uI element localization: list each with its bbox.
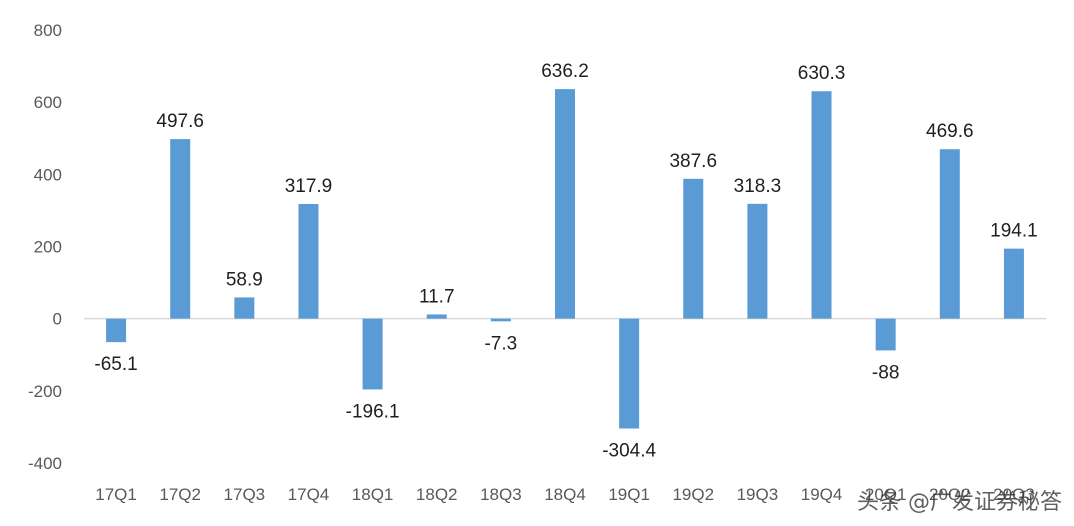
data-label: 317.9 (285, 176, 333, 197)
x-tick-label: 18Q3 (480, 485, 522, 504)
x-tick-label: 19Q1 (608, 485, 650, 504)
data-label: 636.2 (541, 61, 589, 82)
data-label: 630.3 (798, 63, 846, 84)
data-label: 194.1 (990, 221, 1038, 242)
y-tick-label: 600 (34, 93, 62, 112)
x-tick-label: 17Q3 (224, 485, 266, 504)
data-label: 387.6 (669, 151, 717, 172)
x-tick-label: 19Q4 (801, 485, 843, 504)
data-label: -304.4 (602, 441, 656, 462)
data-label: 11.7 (419, 286, 455, 307)
data-labels: -65.1 497.6 58.9 317.9 -196.1 11.7 -7.3 636.2 -3… (94, 61, 1037, 461)
y-tick-label: -400 (28, 454, 62, 473)
bar (106, 318, 127, 343)
bar (619, 318, 640, 429)
x-tick-label: 20Q3 (993, 485, 1035, 504)
bar (555, 89, 575, 319)
watermark: 头条 @广发证券秘答 (857, 490, 1062, 515)
y-tick-label: -200 (28, 382, 62, 401)
y-axis: 800 600 400 200 0 -200 -400 (28, 21, 62, 473)
x-tick-label: 20Q1 (865, 485, 907, 504)
bar (1003, 248, 1024, 319)
data-label: -196.1 (346, 401, 400, 422)
data-label: 469.6 (926, 121, 974, 142)
x-tick-label: 18Q4 (544, 485, 586, 504)
x-axis: 17Q1 17Q2 17Q3 17Q4 18Q1 18Q2 18Q3 18Q4 19Q1 19Q2… (95, 485, 1034, 504)
data-label: -7.3 (484, 333, 517, 354)
data-label: 318.3 (734, 176, 782, 197)
bar (683, 178, 704, 319)
bar (939, 149, 960, 319)
x-tick-label: 20Q2 (929, 485, 971, 504)
bar (811, 91, 832, 319)
y-tick-label: 200 (34, 238, 62, 257)
x-tick-label: 17Q4 (288, 485, 330, 504)
x-tick-label: 18Q2 (416, 485, 458, 504)
data-label: 497.6 (156, 111, 204, 132)
y-tick-label: 800 (34, 21, 62, 40)
bar (298, 203, 319, 319)
bar (875, 318, 896, 351)
bar (747, 203, 768, 319)
x-tick-label: 19Q3 (737, 485, 779, 504)
y-tick-label: 0 (53, 310, 62, 329)
data-label: 58.9 (226, 269, 263, 290)
x-tick-label: 19Q2 (672, 485, 714, 504)
x-tick-label: 17Q1 (95, 485, 137, 504)
x-tick-label: 18Q1 (352, 485, 394, 504)
x-tick-label: 17Q2 (159, 485, 201, 504)
y-tick-label: 400 (34, 165, 62, 184)
data-label: -88 (872, 362, 899, 383)
bar (490, 318, 511, 322)
bar (170, 139, 191, 319)
bars (106, 89, 1024, 429)
bar (426, 314, 447, 319)
data-label: -65.1 (94, 354, 137, 375)
bar (362, 318, 383, 390)
bar (234, 297, 255, 319)
